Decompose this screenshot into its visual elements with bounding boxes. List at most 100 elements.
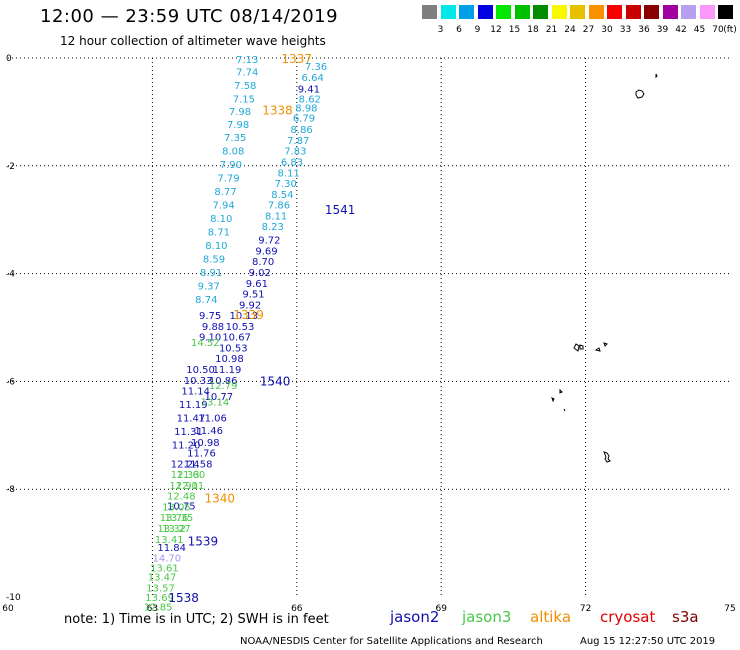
wave-height-value: 11.19 — [179, 400, 208, 411]
wave-height-value: 11.60 — [177, 470, 206, 481]
legend-swatch — [422, 5, 437, 19]
wave-height-value: 13.14 — [201, 397, 230, 408]
wave-height-value: 7.98 — [227, 120, 249, 131]
footer-note: note: 1) Time is in UTC; 2) SWH is in fe… — [64, 612, 329, 627]
map-subtitle: 12 hour collection of altimeter wave hei… — [60, 34, 326, 48]
lon-tick-label: 63 — [147, 604, 158, 614]
satellite-legend-altika: altika — [530, 608, 572, 626]
wave-height-value: 8.10 — [210, 214, 232, 225]
wave-height-value: 13.76 — [160, 513, 189, 524]
pass-number-label: 1541 — [325, 203, 356, 217]
lat-tick-label: -6 — [6, 377, 15, 387]
wave-height-value: 12.79 — [209, 381, 238, 392]
wave-height-value: 7.35 — [224, 133, 246, 144]
altimeter-tracks: 7.137.74 7.58 7.15 7.98 7.98 7.35 8.08 7.90 7.79… — [144, 55, 327, 614]
satellite-legend-jason3: jason3 — [462, 608, 512, 626]
wave-height-value: 12.01 — [176, 481, 205, 492]
wave-height-value: 7.98 — [229, 107, 251, 118]
wave-height-value: 10.86 — [209, 376, 238, 387]
pass-number-label: 1340 — [205, 491, 236, 505]
wave-height-value: 11.46 — [194, 426, 223, 437]
legend-swatch — [570, 5, 585, 19]
wave-height-value: 7.87 — [287, 136, 309, 147]
wave-height-value: 9.69 — [255, 246, 277, 257]
wave-height-value: 8.54 — [271, 190, 293, 201]
satellite-legend-cryosat: cryosat — [600, 608, 656, 626]
wave-height-value: 9.75 — [199, 311, 221, 322]
lon-tick-label: 60 — [2, 604, 14, 614]
wave-height-value: 7.83 — [284, 147, 306, 158]
lat-tick-label: 0 — [6, 54, 12, 64]
legend-unit: (ft) — [723, 25, 737, 35]
wave-height-value: 8.11 — [265, 211, 287, 222]
pass-number-label: 1339 — [233, 308, 264, 322]
lon-tick-label: 66 — [291, 604, 303, 614]
wave-height-value: 8.08 — [222, 147, 244, 158]
wave-height-value: 13.61 — [150, 563, 179, 574]
legend-swatch — [662, 5, 678, 19]
lon-tick-label: 69 — [435, 604, 447, 614]
wave-height-value: 9.37 — [198, 281, 220, 292]
wave-height-value: 10.98 — [215, 354, 244, 365]
legend-swatch — [496, 5, 511, 19]
satellite-legend-s3a: s3a — [672, 608, 699, 626]
island-outline — [551, 388, 566, 412]
lat-tick-label: -4 — [6, 270, 15, 280]
legend-swatch — [588, 5, 604, 19]
legend-swatch — [459, 5, 474, 19]
wave-height-value: 11.31 — [174, 427, 203, 438]
legend-swatch — [644, 5, 659, 19]
legend-label: 9 — [474, 25, 481, 35]
wave-height-value: 7.36 — [305, 62, 327, 73]
legend-swatch — [551, 5, 567, 19]
satellite-legend-jason2: jason2 — [390, 608, 440, 626]
wave-height-value: 8.11 — [277, 168, 299, 179]
legend-label: 30 — [601, 25, 613, 35]
pass-labels: 1337 1338 1541 1339 1540 1340 1539 1538 — [168, 52, 355, 605]
wave-height-value: 7.94 — [213, 201, 235, 212]
wave-height-value: 13.57 — [146, 583, 175, 594]
map-grid — [8, 57, 730, 597]
wave-height-value: 10.67 — [222, 333, 251, 344]
pass-number-label: 1540 — [260, 374, 291, 388]
legend-swatch — [607, 5, 622, 19]
lat-tick-label: -8 — [6, 485, 15, 495]
wave-height-value: 11.19 — [213, 365, 242, 376]
wave-height-value: 11.58 — [184, 459, 213, 470]
wave-height-value: 6.64 — [302, 73, 324, 84]
wave-height-value: 9.41 — [298, 85, 320, 96]
wave-height-value: 8.23 — [262, 222, 284, 233]
wave-height-value: 9.88 — [202, 322, 224, 333]
legend-label: 42 — [675, 25, 687, 35]
legend-label: 70 — [712, 25, 724, 35]
wave-height-value: 6.79 — [293, 113, 315, 124]
wave-height-value: 9.61 — [246, 279, 268, 290]
legend-label: 33 — [619, 25, 632, 35]
wave-height-value: 10.13 — [230, 311, 259, 322]
wave-height-value: 13.69 — [145, 593, 174, 604]
wave-height-value: 12.91 — [169, 481, 198, 492]
wave-height-value: 9.72 — [258, 236, 280, 247]
wave-height-value: 10.50 — [186, 365, 215, 376]
map-title: 12:00 — 23:59 UTC 08/14/2019 — [40, 6, 339, 27]
wave-height-value: 7.58 — [234, 81, 256, 92]
island-outlines — [551, 73, 658, 463]
legend-label: 3 — [437, 25, 444, 35]
legend-swatch — [718, 5, 733, 19]
legend-swatch — [533, 5, 548, 19]
wave-height-value: 12.33 — [171, 470, 200, 481]
wave-height-value: 9.02 — [249, 268, 271, 279]
legend-swatch — [477, 5, 493, 19]
wave-height-value: 12.24 — [171, 459, 200, 470]
wave-height-value: 9.92 — [239, 300, 261, 311]
wave-height-value: 7.86 — [268, 201, 290, 212]
legend-label: 39 — [656, 25, 669, 35]
wave-height-value: 8.62 — [299, 94, 321, 105]
wave-height-value: 7.13 — [236, 55, 258, 66]
wave-height-value: 13.32 — [157, 524, 186, 535]
island-outline — [635, 73, 658, 99]
wave-height-value: 8.98 — [295, 104, 317, 115]
wave-height-value: 14.70 — [153, 554, 182, 565]
generated-timestamp: Aug 15 12:27:50 UTC 2019 — [580, 636, 716, 647]
island-outline — [573, 342, 608, 352]
